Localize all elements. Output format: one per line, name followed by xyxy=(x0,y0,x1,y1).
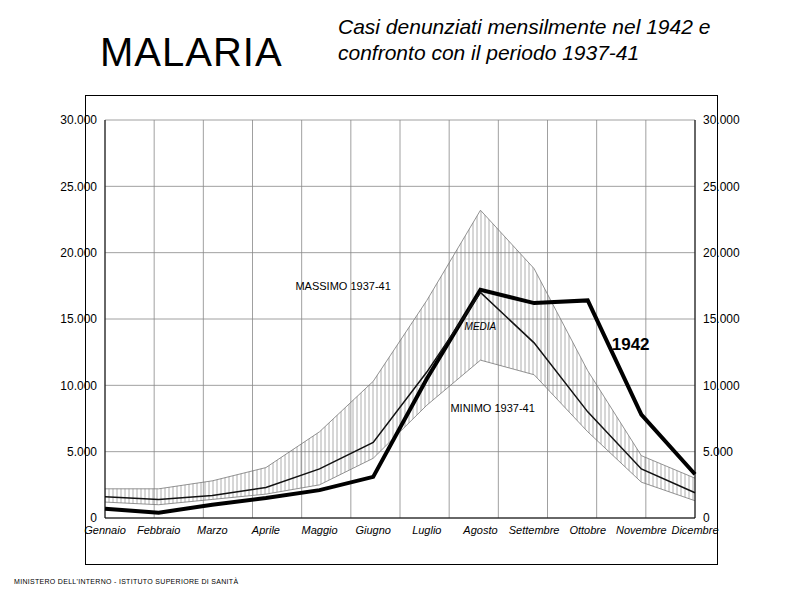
svg-text:Ottobre: Ottobre xyxy=(569,524,606,536)
svg-text:10.000: 10.000 xyxy=(703,379,740,393)
svg-text:Dicembre: Dicembre xyxy=(671,524,718,536)
svg-text:5.000: 5.000 xyxy=(703,445,733,459)
svg-text:30.000: 30.000 xyxy=(703,113,740,127)
svg-text:20.000: 20.000 xyxy=(703,246,740,260)
svg-text:Febbraio: Febbraio xyxy=(137,524,180,536)
svg-text:30.000: 30.000 xyxy=(60,113,97,127)
svg-text:Gennaio: Gennaio xyxy=(84,524,126,536)
svg-text:0: 0 xyxy=(703,511,710,525)
svg-text:Aprile: Aprile xyxy=(251,524,280,536)
svg-text:Luglio: Luglio xyxy=(412,524,441,536)
svg-text:Settembre: Settembre xyxy=(509,524,560,536)
svg-text:0: 0 xyxy=(90,511,97,525)
svg-text:1942: 1942 xyxy=(612,335,650,354)
svg-text:20.000: 20.000 xyxy=(60,246,97,260)
svg-text:25.000: 25.000 xyxy=(703,180,740,194)
html-text:MINISTERO DELL'INTERNO - ISTIT: MINISTERO DELL'INTERNO - ISTITUTO SUPERI… xyxy=(14,578,239,585)
svg-text:Marzo: Marzo xyxy=(197,524,228,536)
svg-text:Agosto: Agosto xyxy=(462,524,497,536)
svg-text:Maggio: Maggio xyxy=(302,524,338,536)
html-text:MALARIA: MALARIA xyxy=(100,30,283,74)
svg-text:Giugno: Giugno xyxy=(355,524,390,536)
svg-text:MASSIMO 1937-41: MASSIMO 1937-41 xyxy=(295,280,390,292)
svg-text:25.000: 25.000 xyxy=(60,180,97,194)
svg-text:10.000: 10.000 xyxy=(60,379,97,393)
svg-text:MINIMO 1937-41: MINIMO 1937-41 xyxy=(450,402,534,414)
svg-text:MEDIA: MEDIA xyxy=(465,321,497,332)
svg-text:Novembre: Novembre xyxy=(616,524,667,536)
svg-text:15.000: 15.000 xyxy=(703,312,740,326)
html-text:Casi denunziati mensilmente ne: Casi denunziati mensilmente nel 1942 e c… xyxy=(338,15,711,64)
svg-text:5.000: 5.000 xyxy=(67,445,97,459)
svg-text:15.000: 15.000 xyxy=(60,312,97,326)
